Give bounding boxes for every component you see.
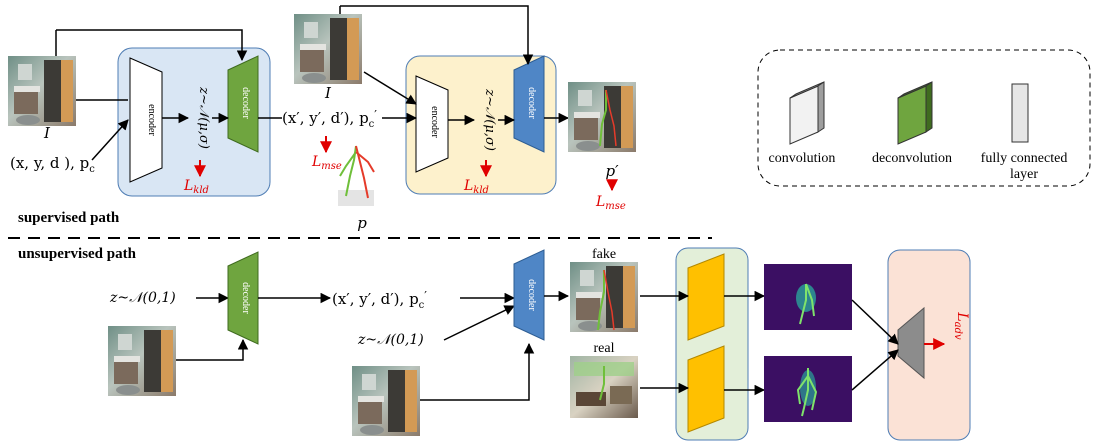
- input-tuple: (x, y, d ), pc: [10, 154, 95, 175]
- pose-label-p-prime: p′: [605, 162, 619, 180]
- loss-mse-2: Lmse: [595, 194, 626, 212]
- input-image-bottom-2: [352, 366, 420, 436]
- convolution-icon: [789, 81, 825, 145]
- encoder-label-2: encoder: [429, 106, 440, 138]
- supervised-path-label: supervised path: [18, 210, 120, 226]
- output-image-pose: [568, 82, 636, 152]
- decoder-label-3: decoder: [240, 282, 251, 314]
- pose-skeleton-p: [338, 145, 375, 206]
- fake-label: fake: [592, 247, 616, 262]
- adv-discriminator-block: [897, 306, 925, 380]
- deconvolution-icon: [897, 81, 933, 145]
- loss-mse-1: Lmse: [311, 154, 342, 172]
- input-image-top: [8, 56, 76, 126]
- legend-box: [757, 49, 1091, 187]
- decoder-label-1: decoder: [240, 87, 251, 119]
- unsupervised-path-label: unsupervised path: [18, 246, 137, 262]
- heatmap-fake: [764, 264, 852, 330]
- legend-fc-line1: fully connected: [981, 151, 1068, 166]
- image-label-I: I: [43, 124, 51, 142]
- decoder-block-3: [227, 251, 259, 345]
- image-label-I-2: I: [324, 84, 332, 102]
- real-image: [570, 356, 638, 418]
- encoder-block-1: [129, 57, 163, 183]
- decoder-label-4: decoder: [526, 279, 537, 311]
- encoder-label-1: encoder: [146, 104, 157, 136]
- fully-connected-icon: [1011, 83, 1029, 143]
- input-image-bottom-1: [108, 326, 176, 396]
- disc-block-fake: [687, 253, 725, 341]
- output-tuple-2: (x′, y′, d′), pc′: [332, 289, 427, 311]
- loss-adv: Ladv: [952, 311, 970, 340]
- fake-image: [570, 262, 638, 332]
- noise-label-2: z~𝒩(0,1): [357, 332, 424, 348]
- loss-kld-1: Lkld: [183, 178, 209, 196]
- noise-label-1: z~𝒩(0,1): [109, 290, 176, 306]
- output-tuple-1: (x′, y′, d′), pc′: [282, 108, 377, 130]
- legend-convolution: convolution: [769, 151, 836, 166]
- latent-label-2: z~𝒩(μ,σ): [482, 88, 497, 151]
- legend-deconvolution: deconvolution: [872, 151, 952, 166]
- real-label: real: [594, 341, 615, 356]
- loss-kld-2: Lkld: [463, 178, 489, 196]
- disc-block-real: [687, 345, 725, 433]
- pose-label-p: p: [357, 214, 367, 232]
- encoder-block-2: [415, 75, 449, 173]
- decoder-label-2: decoder: [526, 87, 537, 119]
- latent-label-1: z~𝒩(μ,σ): [196, 86, 211, 149]
- decoder-block-4: [513, 249, 545, 341]
- legend-fc-line2: layer: [1010, 167, 1038, 182]
- input-image-top-2: [294, 14, 362, 84]
- heatmap-real: [764, 356, 852, 422]
